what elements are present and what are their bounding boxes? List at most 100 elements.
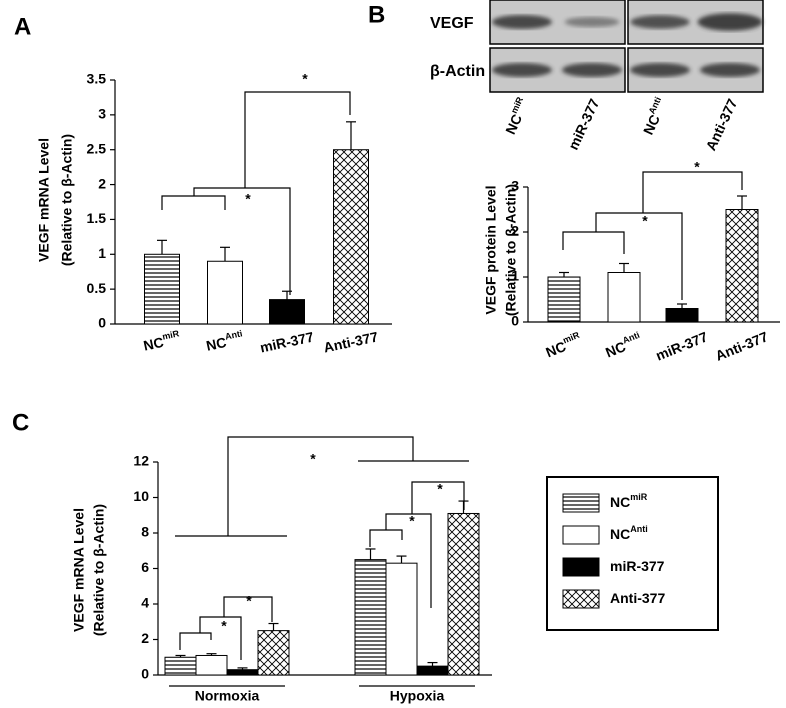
text-part: NC — [142, 334, 165, 354]
y-tick-label: 0 — [511, 313, 519, 329]
y-tick-label: 6 — [141, 559, 149, 575]
y-tick-label: 0.5 — [87, 280, 107, 296]
blot-band — [697, 13, 763, 31]
blot-lane-label: NCmiR — [501, 95, 533, 137]
y-tick-label: 3 — [98, 106, 106, 122]
text-part: miR-377 — [565, 96, 603, 152]
superscript: Anti — [621, 330, 641, 346]
bar — [607, 272, 641, 323]
text-part: NC — [502, 111, 525, 136]
bar — [547, 276, 581, 323]
error-bar — [206, 653, 217, 656]
error-bar — [427, 661, 438, 667]
y-tick-label: 1 — [511, 268, 519, 284]
significance-bracket — [411, 481, 465, 514]
bar — [207, 260, 243, 325]
bar — [144, 253, 180, 325]
blot-lane-label: NCAnti — [638, 96, 670, 138]
text-part: Anti-377 — [713, 328, 770, 364]
error-bar — [619, 262, 629, 273]
text-part: NC — [610, 494, 630, 510]
text-part: Anti-377 — [322, 328, 380, 355]
legend-swatch — [562, 493, 600, 513]
y-tick-label: 0 — [141, 666, 149, 682]
legend-label: NCmiR — [610, 492, 648, 509]
y-tick-label: 10 — [133, 488, 149, 504]
error-bar — [737, 195, 747, 210]
x-tick-label: NCmiR — [543, 330, 584, 360]
text-part: Anti-377 — [702, 96, 740, 153]
error-bar — [220, 246, 230, 262]
y-tick-label: 2 — [511, 223, 519, 239]
x-tick-label: Anti-377 — [713, 328, 770, 364]
y-tick-label: 12 — [133, 453, 149, 469]
y-axis-label: (Relative to β-Actin) — [503, 184, 519, 316]
text-part: NC — [205, 334, 228, 354]
error-bar — [677, 303, 687, 309]
y-tick-label: 2 — [98, 175, 106, 191]
error-bar — [346, 121, 356, 150]
error-bar — [268, 622, 279, 631]
significance-star: * — [302, 71, 308, 87]
blot-band — [630, 15, 690, 29]
blot-band — [492, 63, 552, 77]
y-tick-label: 2 — [141, 630, 149, 646]
text-part: NC — [610, 526, 630, 542]
bar — [226, 669, 259, 676]
bar — [164, 656, 197, 676]
bar — [269, 299, 305, 325]
blot-lane-label: Anti-377 — [702, 96, 740, 153]
significance-star: * — [221, 618, 227, 634]
error-bar — [175, 654, 186, 658]
significance-star: * — [437, 481, 443, 497]
error-bar — [365, 548, 376, 560]
significance-star: * — [409, 513, 415, 529]
blot-lane-label: miR-377 — [565, 96, 603, 152]
bar — [333, 149, 369, 325]
significance-star: * — [310, 451, 316, 467]
significance-bracket — [179, 616, 242, 660]
text-part: miR-377 — [653, 328, 710, 363]
significance-star: * — [245, 191, 251, 207]
y-tick-label: 1 — [98, 245, 106, 261]
blot-row-label: β-Actin — [430, 63, 485, 80]
panel-label: A — [14, 13, 31, 40]
legend-label: NCAnti — [610, 524, 648, 541]
y-tick-label: 2.5 — [87, 140, 107, 156]
bar — [354, 559, 387, 676]
error-bar — [396, 555, 407, 564]
significance-star: * — [246, 593, 252, 609]
x-tick-label: NCAnti — [204, 329, 245, 354]
error-bar — [237, 667, 248, 670]
blot-band — [700, 63, 760, 77]
x-tick-label: Normoxia — [195, 688, 260, 704]
x-tick-label: miR-377 — [653, 328, 710, 363]
legend-swatch — [562, 589, 600, 609]
legend-label: Anti-377 — [610, 590, 665, 606]
legend-swatch — [562, 557, 600, 577]
significance-bracket — [642, 171, 743, 213]
blot-band — [562, 63, 622, 77]
bar — [725, 209, 759, 323]
y-axis-label: (Relative to β-Actin) — [91, 504, 107, 636]
superscript: Anti — [647, 96, 663, 116]
superscript: Anti — [224, 329, 243, 342]
significance-star: * — [694, 159, 700, 175]
bar — [257, 630, 290, 676]
blot-band — [564, 16, 620, 28]
y-tick-label: 1.5 — [87, 210, 107, 226]
x-tick-label: NCAnti — [603, 330, 644, 360]
superscript: Anti — [630, 524, 648, 534]
blot-band — [492, 15, 552, 29]
significance-bracket — [369, 513, 432, 608]
significance-bracket — [161, 187, 291, 295]
x-tick-label: Anti-377 — [322, 328, 380, 355]
y-axis-label: (Relative to β-Actin) — [59, 134, 75, 266]
y-axis-label: VEGF protein Level — [483, 185, 499, 314]
y-axis-label: VEGF mRNA Level — [71, 508, 87, 632]
y-axis-label: VEGF mRNA Level — [36, 138, 52, 262]
error-bar — [559, 271, 569, 277]
y-tick-label: 4 — [141, 595, 149, 611]
text-part: NC — [603, 338, 628, 360]
superscript: miR — [562, 330, 582, 346]
